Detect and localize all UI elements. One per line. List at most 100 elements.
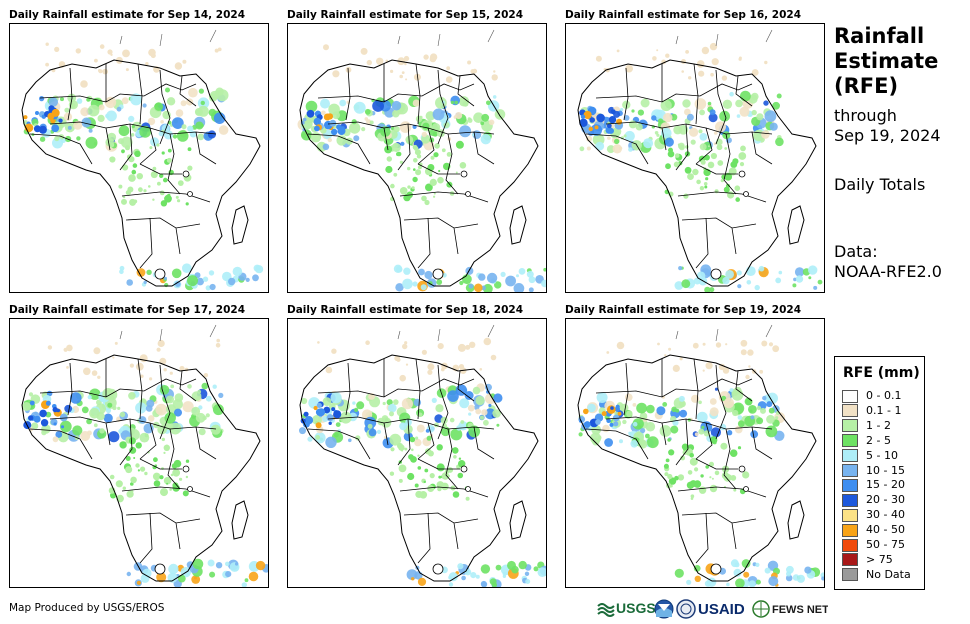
rain-patch xyxy=(128,156,135,163)
rain-patch xyxy=(709,109,716,116)
rain-patch xyxy=(646,404,655,414)
rain-patch xyxy=(329,119,337,127)
africa-map xyxy=(21,324,268,587)
rain-patch xyxy=(713,131,718,135)
rain-patch xyxy=(821,576,824,581)
legend-item: 10 - 15 xyxy=(842,464,905,478)
rain-patch xyxy=(673,125,683,135)
rain-patch xyxy=(640,428,646,434)
rain-patch xyxy=(159,475,164,480)
rain-patch xyxy=(698,428,705,435)
country-border xyxy=(715,69,753,145)
rain-patch xyxy=(468,412,472,416)
rain-patch xyxy=(681,70,684,73)
rain-patch xyxy=(645,433,650,439)
rain-patch xyxy=(103,413,113,423)
legend-label: > 75 xyxy=(866,552,893,566)
rain-patch xyxy=(131,169,137,175)
legend-item: 5 - 10 xyxy=(842,449,898,463)
rain-patch xyxy=(464,568,472,576)
rain-patch xyxy=(112,405,117,411)
rain-patch xyxy=(714,470,720,476)
rain-patch xyxy=(698,70,705,77)
rain-patch xyxy=(58,118,63,123)
rain-patch xyxy=(707,161,715,169)
country-border xyxy=(121,458,211,498)
rain-patch xyxy=(449,417,455,423)
rain-patch xyxy=(735,99,743,108)
rain-patch xyxy=(628,120,637,129)
rain-patch xyxy=(686,113,694,121)
rain-patch xyxy=(321,110,326,116)
rain-patch xyxy=(310,132,322,143)
rain-patch xyxy=(64,107,70,113)
rain-patch xyxy=(114,341,118,345)
rain-patch xyxy=(441,367,445,372)
rain-patch xyxy=(70,392,82,404)
rain-patch xyxy=(146,269,152,275)
rain-patch xyxy=(107,49,113,55)
rain-patch xyxy=(351,119,357,125)
main-title: Rainfall Estimate (RFE) xyxy=(834,24,939,98)
rain-patch xyxy=(500,271,506,277)
rain-patch xyxy=(241,582,247,587)
rain-patch xyxy=(154,102,163,111)
rainfall-map xyxy=(9,23,269,293)
rainfall-panel-sep16: Daily Rainfall estimate for Sep 16, 2024 xyxy=(565,9,825,293)
rain-patch xyxy=(766,401,773,408)
rain-patch xyxy=(109,142,115,148)
africa-map xyxy=(299,324,546,587)
rain-patch xyxy=(392,109,400,118)
legend-item: 15 - 20 xyxy=(842,478,905,492)
rain-patch xyxy=(301,397,308,405)
rain-patch xyxy=(467,60,472,65)
country-border xyxy=(445,131,495,195)
rain-patch xyxy=(161,467,164,470)
rain-patch xyxy=(185,475,189,479)
rain-patch xyxy=(725,183,730,188)
rain-patch xyxy=(667,150,675,158)
rain-patch xyxy=(38,125,47,134)
rain-patch xyxy=(595,55,602,62)
rain-patch xyxy=(106,110,117,122)
country-border xyxy=(399,163,489,203)
lake-outline xyxy=(182,465,190,473)
rain-patch xyxy=(33,125,41,133)
rain-patch xyxy=(726,430,733,436)
country-border xyxy=(445,426,495,490)
rain-patch xyxy=(441,148,446,153)
rain-patch xyxy=(589,117,595,123)
rain-patch xyxy=(743,571,750,578)
rain-patch xyxy=(459,280,464,286)
rain-patch xyxy=(679,409,688,418)
rain-patch xyxy=(524,571,530,576)
rain-patch xyxy=(652,56,657,61)
rain-patch xyxy=(116,106,122,112)
rain-patch xyxy=(727,191,735,199)
rain-patch xyxy=(376,429,382,434)
legend-label: 5 - 10 xyxy=(866,448,898,462)
rain-patch xyxy=(720,179,724,183)
rain-patch xyxy=(705,177,709,181)
country-border xyxy=(681,512,757,564)
rain-patch xyxy=(209,90,219,100)
rain-patch xyxy=(469,341,476,348)
legend-swatch xyxy=(842,389,858,403)
rain-patch xyxy=(475,408,482,415)
rain-patch xyxy=(480,134,491,145)
rain-patch xyxy=(356,401,365,410)
rain-patch xyxy=(698,486,707,494)
rain-patch xyxy=(709,484,718,493)
country-border xyxy=(167,131,217,195)
rain-patch xyxy=(66,366,69,369)
rain-patch xyxy=(161,437,165,442)
rain-patch xyxy=(679,357,683,361)
legend-swatch xyxy=(842,553,858,567)
rain-patch xyxy=(703,182,708,186)
country-border xyxy=(595,83,753,103)
lake-outline xyxy=(743,486,749,492)
rain-patch xyxy=(756,417,764,425)
rain-patch xyxy=(417,466,422,470)
rain-patch xyxy=(700,159,706,165)
rain-patch xyxy=(454,100,458,105)
